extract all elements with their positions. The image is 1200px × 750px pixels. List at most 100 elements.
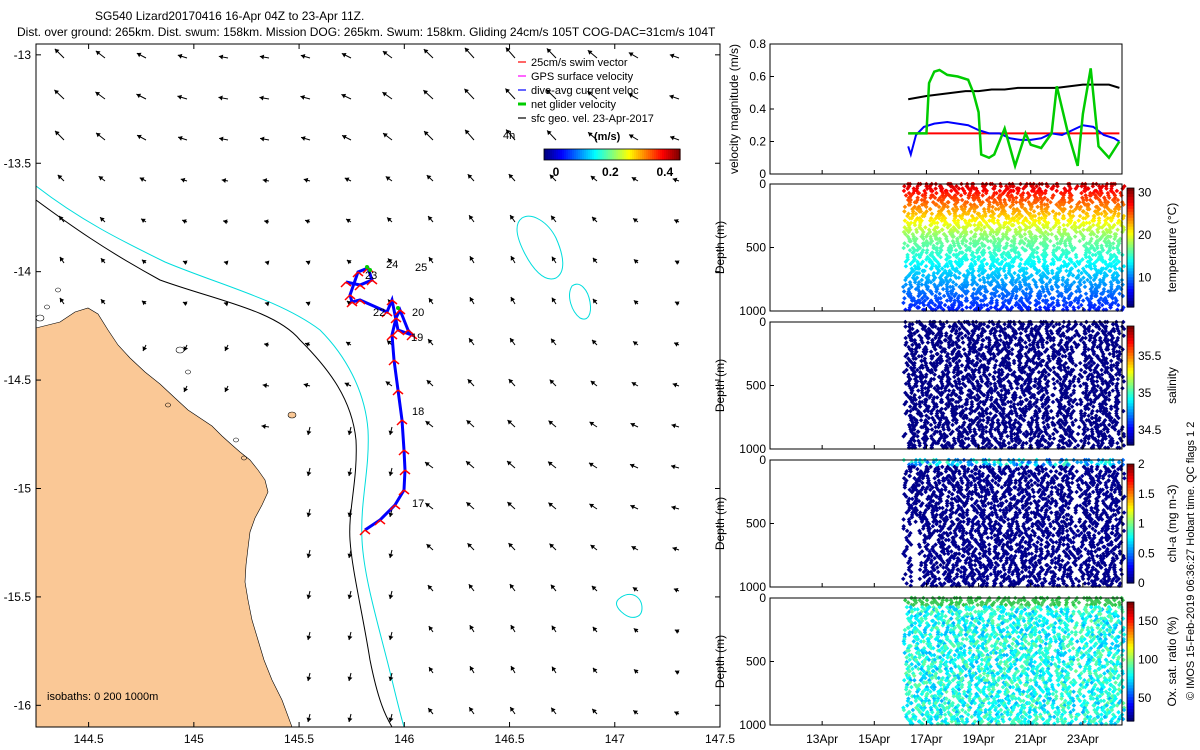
section-dot	[939, 266, 945, 271]
section-dot	[934, 298, 940, 303]
section-dot	[948, 298, 953, 303]
geo-vel-arrowhead	[428, 339, 433, 344]
section-dot	[941, 293, 947, 299]
swim-vector	[398, 489, 405, 496]
section-dot	[916, 270, 922, 276]
geo-vel-arrowhead	[342, 135, 347, 140]
colorbar-cell	[654, 149, 657, 160]
section-dot	[936, 268, 942, 274]
section-dot	[922, 298, 928, 303]
section-dot	[940, 286, 946, 292]
section-dot	[959, 286, 965, 292]
geo-vel-arrowhead	[551, 338, 556, 344]
geo-vel-arrowhead	[387, 217, 392, 222]
colorbar-cell	[668, 149, 671, 160]
swim-vector	[407, 329, 414, 335]
geo-vel-arrowhead	[548, 420, 554, 426]
geo-vel-arrowhead	[54, 89, 60, 95]
section-dot	[903, 259, 909, 264]
swim-vector	[388, 359, 395, 366]
geo-vel-arrowhead	[95, 50, 101, 56]
section-dot	[944, 270, 949, 276]
geo-vel-arrowhead	[589, 421, 595, 427]
lon-tick-label: 146	[394, 732, 414, 746]
section-dot	[938, 300, 944, 306]
section-dot	[959, 302, 965, 308]
island	[185, 369, 191, 375]
geostrophic-velocity-arrows	[54, 47, 680, 723]
geo-vel-arrowhead	[224, 387, 230, 392]
map-axis-ticks: 144.5 145 145.5 146 146.5 147 147.5-13-13.5-14…	[4, 44, 735, 746]
section-dot	[920, 259, 926, 264]
land-mass	[36, 307, 293, 727]
section-dot	[947, 254, 952, 260]
section-dot	[953, 275, 959, 280]
lon-tick-label: 145.5	[284, 732, 314, 746]
section-dot	[944, 257, 949, 262]
velocity-ytick-label: 0.8	[749, 37, 766, 51]
geo-vel-arrowhead	[388, 676, 394, 681]
swim-vector	[411, 334, 418, 340]
geo-vel-arrowhead	[182, 219, 187, 224]
geo-vel-arrowhead	[306, 553, 312, 558]
velocity-series-line	[907, 120, 1120, 159]
section-dot	[916, 305, 922, 310]
geo-vel-arrowhead	[548, 502, 554, 508]
geo-vel-arrowhead	[136, 52, 142, 58]
geo-vel-arrowhead	[590, 380, 596, 386]
geo-vel-arrowhead	[464, 88, 469, 94]
geo-vel-arrowhead	[549, 543, 555, 549]
geo-vel-arrowhead	[218, 54, 224, 60]
day-label-17: 17	[412, 498, 424, 510]
velocity-ytick-label: 0.4	[749, 102, 766, 116]
colorbar-cell	[678, 149, 681, 160]
colorbar-cell	[624, 149, 627, 160]
swim-vector	[403, 449, 410, 455]
geo-vel-arrowhead	[507, 461, 512, 466]
geo-vel-arrowhead	[223, 219, 228, 225]
glider-track	[340, 265, 418, 536]
colorbar-cell	[546, 149, 549, 160]
colorbar-cell	[652, 149, 655, 160]
section-dot	[900, 284, 906, 290]
legend-label: 25cm/s swim vector	[531, 57, 628, 69]
colorbar-cell	[640, 149, 643, 160]
section-dot	[928, 280, 934, 285]
colorbar-cell	[602, 149, 605, 160]
geo-vel-arrowhead	[306, 471, 312, 476]
section-dot	[963, 289, 969, 294]
colorbar-cell	[578, 149, 581, 160]
swim-vector	[379, 519, 386, 525]
geo-vel-arrowhead	[590, 544, 596, 550]
isobath-200m-reef	[516, 215, 564, 280]
colorbar-cell	[598, 149, 601, 160]
section-dot	[934, 289, 939, 294]
colorbar-cell	[676, 149, 679, 160]
geo-vel-arrowhead	[590, 175, 596, 181]
swim-vector	[374, 519, 381, 526]
section-dot	[964, 257, 970, 262]
geo-vel-arrowhead	[347, 471, 353, 476]
geo-vel-arrowhead	[423, 90, 429, 95]
colorbar-cell	[644, 149, 647, 160]
geo-vel-arrowhead	[306, 594, 312, 599]
geo-vel-arrowhead	[100, 258, 106, 263]
geo-vel-arrowhead	[469, 297, 475, 302]
geo-vel-arrowhead	[100, 217, 105, 222]
geo-vel-arrowhead	[136, 93, 142, 99]
geo-vel-arrowhead	[344, 382, 350, 387]
geo-vel-arrowhead	[588, 132, 593, 137]
day-label-19: 19	[411, 332, 423, 344]
day-label-20: 20	[412, 307, 424, 319]
lat-tick-label: -14	[14, 265, 32, 279]
map-frame	[35, 43, 721, 728]
colorbar-cell	[650, 149, 653, 160]
geo-vel-arrowhead	[218, 95, 223, 101]
section-dot	[913, 286, 919, 292]
lat-tick-label: -14.5	[4, 373, 32, 387]
geo-vel-arrowhead	[674, 219, 679, 224]
section-dot	[929, 266, 934, 271]
colorbar-cell	[620, 149, 623, 160]
section-ytick-label: 0	[759, 177, 766, 191]
